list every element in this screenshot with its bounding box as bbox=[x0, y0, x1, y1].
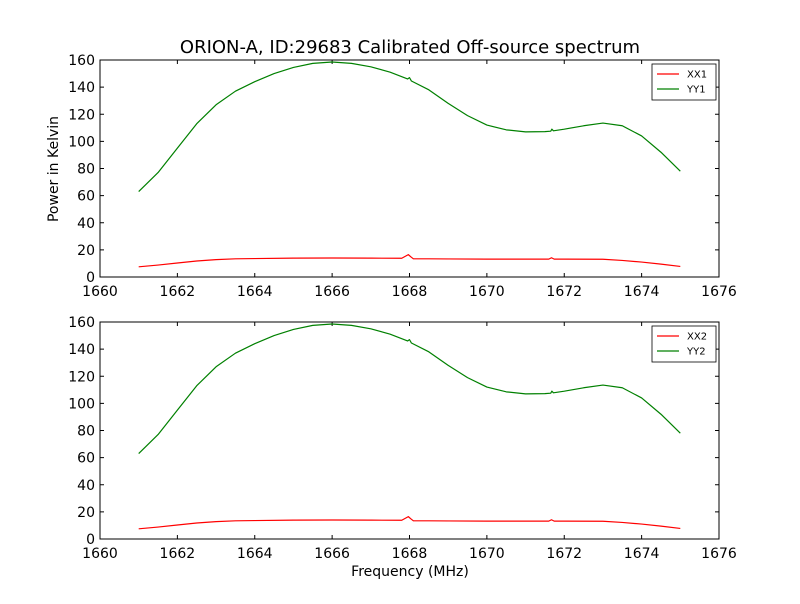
plot-panels: 1660 1662 1664 1666 1668 1670 1672 1674 1676 0 20 4… bbox=[68, 53, 737, 562]
x-tick-label: 1662 bbox=[160, 546, 196, 562]
legend-box bbox=[651, 63, 717, 101]
y-tick-label: 140 bbox=[68, 342, 95, 358]
panel-2: 1660 1662 1664 1666 1668 1670 1672 1674 1676 0 20 4… bbox=[68, 315, 737, 562]
x-tick-label: 1672 bbox=[546, 546, 582, 562]
x-tick-label: 1670 bbox=[469, 546, 505, 562]
x-tick-label: 1666 bbox=[314, 546, 350, 562]
legend-label-xx1: XX1 bbox=[687, 70, 707, 81]
y-tick-label: 120 bbox=[68, 107, 95, 123]
y-tick-label: 20 bbox=[77, 505, 95, 521]
x-tick-label: 1670 bbox=[469, 284, 505, 300]
y-tick-label: 80 bbox=[77, 424, 95, 440]
y-tick-label: 40 bbox=[77, 216, 95, 232]
y-axis-label: Power in Kelvin bbox=[46, 116, 62, 222]
y-tick-label: 100 bbox=[68, 134, 95, 150]
x-tick-label: 1664 bbox=[237, 284, 273, 300]
y-tick-label: 40 bbox=[77, 478, 95, 494]
legend-label-yy2: YY2 bbox=[686, 347, 706, 358]
series-line-yy1 bbox=[138, 61, 681, 192]
x-tick-label: 1660 bbox=[82, 546, 118, 562]
plot-frame bbox=[99, 321, 720, 540]
chart-title: ORION-A, ID:29683 Calibrated Off-source … bbox=[180, 37, 640, 58]
y-tick-label: 60 bbox=[77, 189, 95, 205]
x-tick-label: 1668 bbox=[392, 546, 428, 562]
x-tick-label: 1676 bbox=[701, 546, 737, 562]
y-tick-label: 120 bbox=[68, 369, 95, 385]
y-tick-label: 140 bbox=[68, 80, 95, 96]
series-line-xx2 bbox=[138, 516, 681, 530]
y-tick-label: 0 bbox=[86, 532, 95, 548]
plot-frame bbox=[99, 59, 720, 278]
legend-label-yy1: YY1 bbox=[686, 85, 706, 96]
series-line-yy2 bbox=[138, 323, 681, 454]
y-tick-label: 160 bbox=[68, 315, 95, 331]
y-tick-label: 60 bbox=[77, 451, 95, 467]
x-tick-label: 1662 bbox=[160, 284, 196, 300]
x-tick-label: 1666 bbox=[314, 284, 350, 300]
series-line-xx1 bbox=[138, 254, 681, 268]
x-tick-label: 1664 bbox=[237, 546, 273, 562]
y-tick-label: 80 bbox=[77, 162, 95, 178]
x-tick-label: 1674 bbox=[624, 546, 660, 562]
x-tick-label: 1660 bbox=[82, 284, 118, 300]
panel-1: 1660 1662 1664 1666 1668 1670 1672 1674 1676 0 20 4… bbox=[68, 53, 737, 300]
legend-label-xx2: XX2 bbox=[687, 332, 707, 343]
x-tick-label: 1672 bbox=[546, 284, 582, 300]
y-tick-label: 160 bbox=[68, 53, 95, 69]
x-axis-label: Frequency (MHz) bbox=[351, 564, 469, 580]
x-tick-label: 1676 bbox=[701, 284, 737, 300]
y-tick-label: 100 bbox=[68, 396, 95, 412]
x-tick-label: 1674 bbox=[624, 284, 660, 300]
x-tick-label: 1668 bbox=[392, 284, 428, 300]
y-tick-label: 0 bbox=[86, 270, 95, 286]
y-tick-label: 20 bbox=[77, 243, 95, 259]
legend-box bbox=[651, 325, 717, 363]
